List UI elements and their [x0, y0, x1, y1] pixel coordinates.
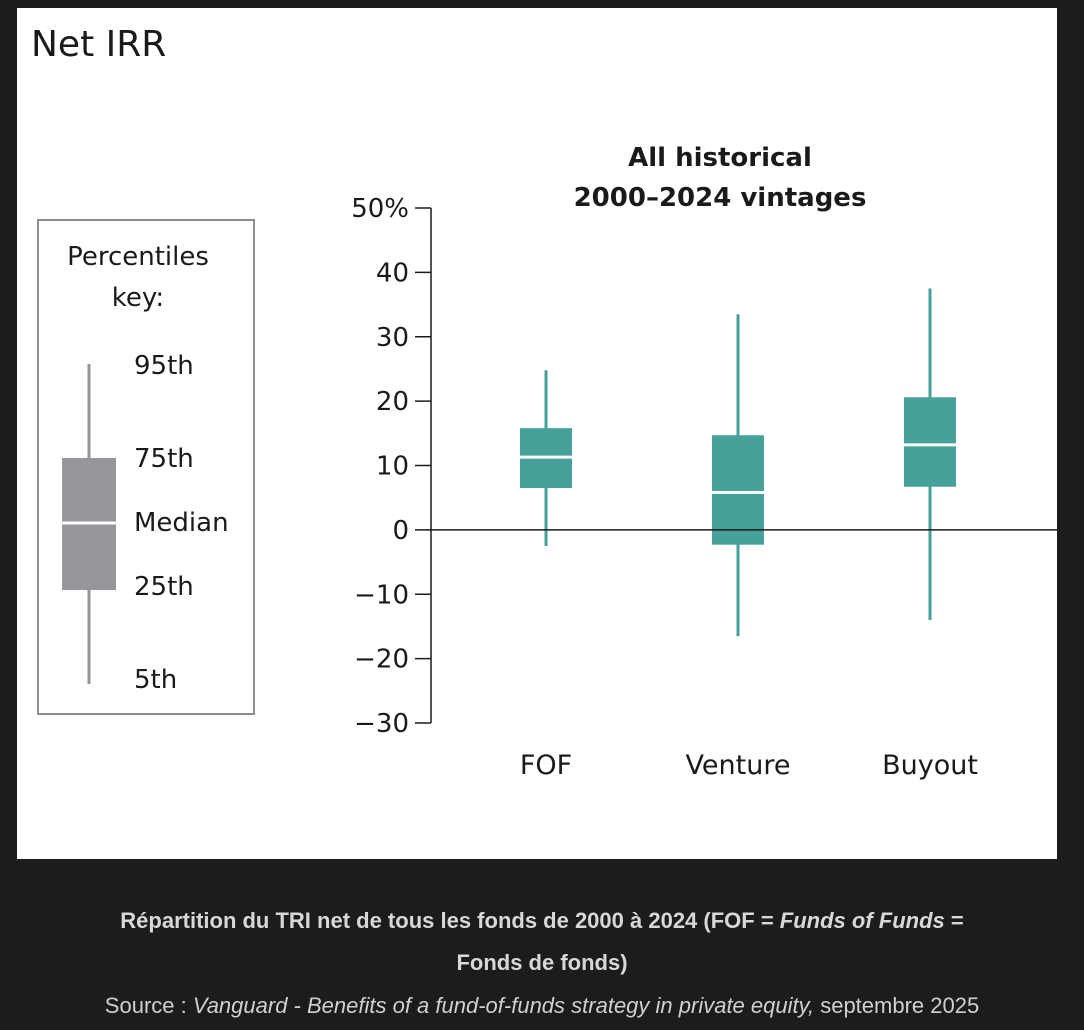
- source-suffix: septembre 2025: [814, 993, 980, 1018]
- y-tick-label: 10: [376, 452, 409, 482]
- y-axis: −30 −20 −10 0 10 20 30 40 50%: [351, 194, 432, 739]
- box-buyout: [904, 397, 956, 487]
- key-label-5th: 5th: [134, 665, 177, 695]
- key-label-median: Median: [134, 508, 229, 538]
- caption-line-2: Fonds de fonds): [456, 950, 628, 975]
- figure-panel: Net IRR Percentiles key: 95th 75th Media…: [17, 8, 1057, 859]
- y-tick-label: 50%: [351, 194, 409, 224]
- caption-line1-end: =: [944, 908, 964, 933]
- y-tick-label: 40: [376, 258, 409, 288]
- y-tick-label: −30: [354, 709, 409, 739]
- box-venture: [712, 435, 764, 545]
- y-tick-label: −20: [354, 645, 409, 675]
- x-category-label: FOF: [520, 750, 572, 781]
- y-tick-label: −10: [354, 580, 409, 610]
- y-tick-label: 0: [392, 516, 409, 546]
- chart-title-line1: All historical: [628, 143, 812, 173]
- percentiles-key: Percentiles key: 95th 75th Median 25th 5…: [37, 219, 255, 715]
- x-category-label: Venture: [686, 750, 791, 781]
- caption-line1-text: Répartition du TRI net de tous les fonds…: [120, 908, 780, 933]
- source-prefix: Source :: [104, 993, 193, 1018]
- chart-title-line2: 2000–2024 vintages: [574, 183, 867, 213]
- caption-line1-italic: Funds of Funds: [779, 908, 945, 933]
- source-italic: Vanguard - Benefits of a fund-of-funds s…: [192, 993, 815, 1018]
- y-tick-label: 20: [376, 387, 409, 417]
- key-label-75th: 75th: [134, 444, 194, 474]
- key-label-95th: 95th: [134, 351, 194, 381]
- box-plots: [431, 288, 1057, 637]
- chart-svg: Net IRR Percentiles key: 95th 75th Media…: [31, 24, 1057, 781]
- x-category-label: Buyout: [882, 750, 978, 781]
- key-frame: [37, 219, 255, 715]
- source-line: Source : Vanguard - Benefits of a fund-o…: [0, 991, 1084, 1021]
- key-title-line2: key:: [112, 283, 164, 313]
- key-title-line1: Percentiles: [67, 242, 209, 272]
- key-label-25th: 25th: [134, 572, 194, 602]
- figure-caption: Répartition du TRI net de tous les fonds…: [0, 900, 1084, 984]
- figure-title: Net IRR: [31, 24, 166, 65]
- caption-line-1: Répartition du TRI net de tous les fonds…: [0, 900, 1084, 942]
- x-axis-labels: FOF Venture Buyout: [520, 750, 978, 781]
- y-tick-label: 30: [376, 323, 409, 353]
